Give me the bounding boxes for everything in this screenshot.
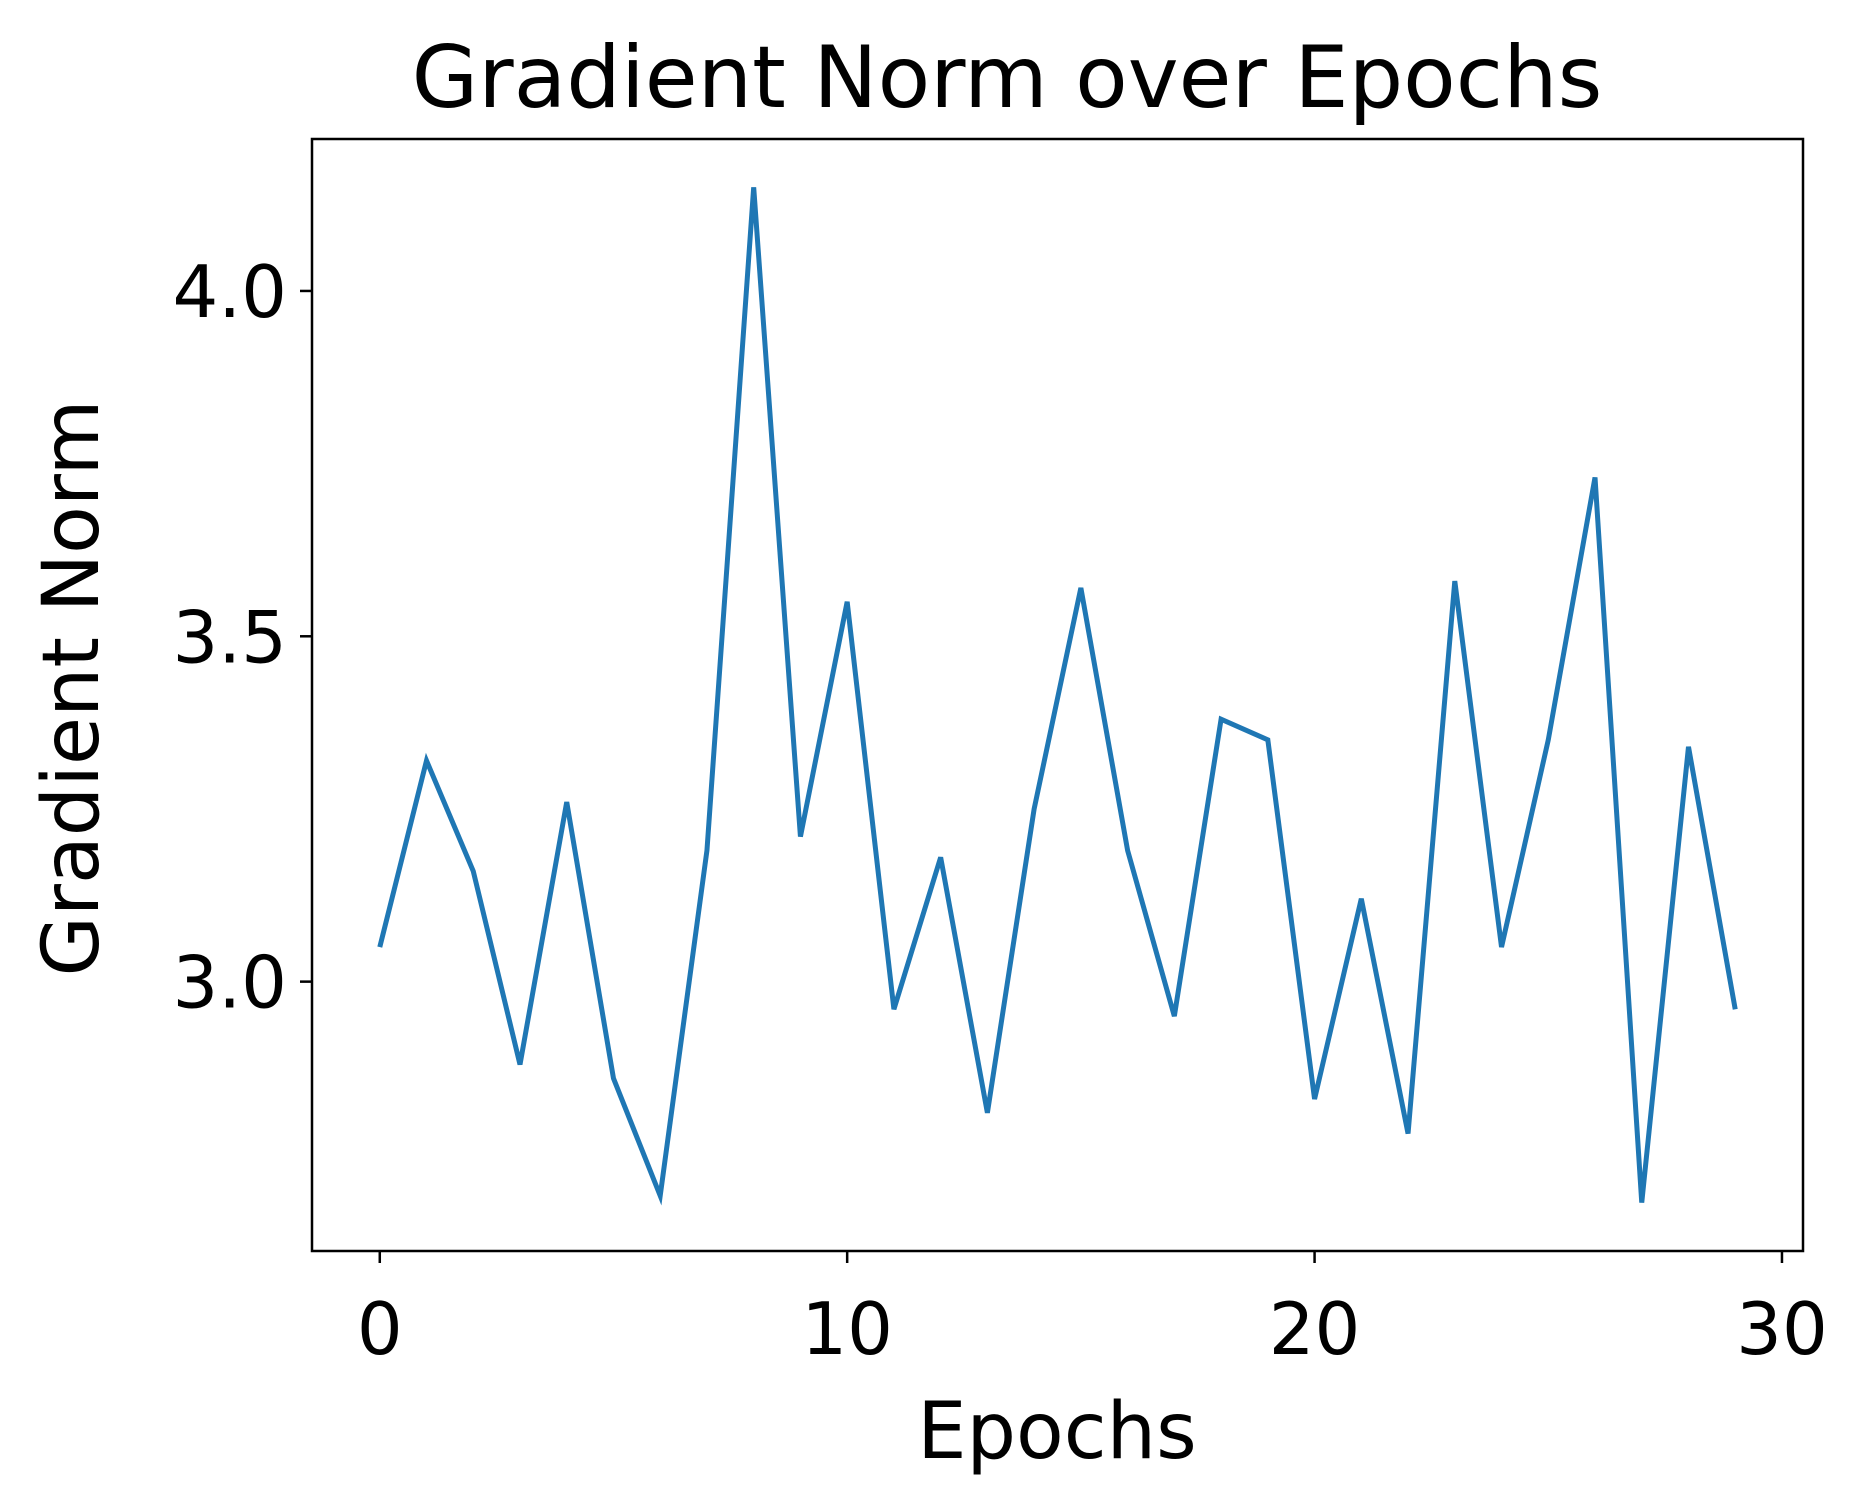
axis-ticks: 0 10 20 30 3.0 3.5 4.0 — [172, 250, 1827, 1371]
plot-frame — [310, 137, 1805, 1253]
y-axis-label: Gradient Norm — [27, 399, 117, 976]
plot-area — [377, 187, 1738, 1206]
x-tick-label: 20 — [1269, 1287, 1361, 1371]
y-tick-label: 3.5 — [172, 595, 287, 679]
chart-title: Gradient Norm over Epochs — [412, 28, 1603, 128]
series-line-0 — [377, 187, 1738, 1206]
x-tick-label: 10 — [801, 1287, 893, 1371]
x-tick-label: 0 — [357, 1287, 403, 1371]
x-tick-label: 30 — [1736, 1287, 1828, 1371]
y-tick-label: 4.0 — [172, 250, 287, 334]
y-tick-label: 3.0 — [172, 941, 287, 1025]
x-axis-label: Epochs — [917, 1387, 1196, 1477]
